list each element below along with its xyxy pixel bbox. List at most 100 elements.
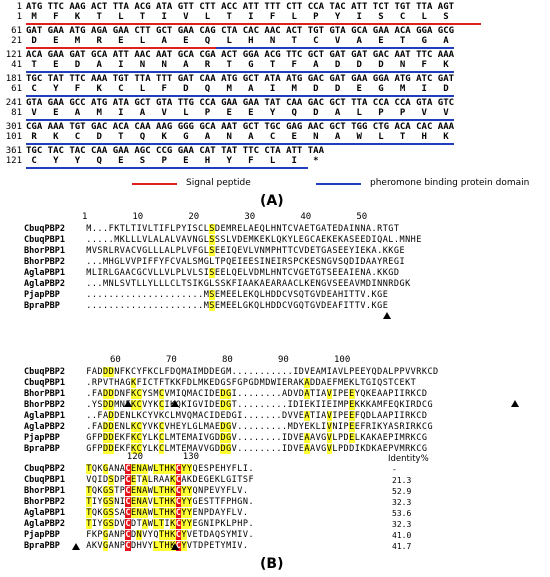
alignment-row: AglaPBP2 TIYGSDVCDTAWLTIKCYYEGNIPKLPHP. 32…	[24, 519, 411, 529]
nucleotide-position: 181	[5, 74, 22, 84]
identity-value: -	[392, 465, 397, 474]
nucleotide-row: 121 ACA GAA GAT GCA ATT AAC AAT GCA CGA A…	[0, 51, 454, 60]
alignment-row: AglaPBP1 ..FADDENLKCYVKCLMVQMACIDEDGI....…	[24, 411, 427, 421]
amino-acid-sequence: D E M R E L A E Q L H N T C V A E T G A	[26, 36, 449, 46]
aligned-sequence: ..FADDENLKCYVKCLMVQMACIDEDGI.......DVVEA…	[86, 411, 427, 421]
identity-value: 32.3	[392, 498, 412, 507]
sequence-name: PjapPBP	[24, 530, 60, 540]
aligned-sequence: TQKGANACENAWLTHKCYYQESPEHYFLI.	[86, 464, 254, 474]
sequence-name: BhorPBP1	[24, 486, 65, 496]
sequence-name: CbuqPBP2	[24, 367, 65, 377]
aligned-sequence: TQKGSTPCENAWLTHKCYYQNPEVYFLV.	[86, 486, 248, 496]
domain-underline	[26, 95, 455, 97]
alignment-row: AglaPBP2 ...MNLSVTLLYLLLCLTSIKGLSSKFIAAKA…	[24, 279, 410, 289]
amino-acid-position: 41	[11, 60, 22, 70]
aligned-sequence: TQKGSSACENAWLTHKCYYENPDAYFLV.	[86, 508, 248, 518]
conserved-cysteine-marker-icon	[171, 400, 179, 407]
sequence-name: CbuqPBP1	[24, 475, 65, 485]
nucleotide-position: 361	[5, 146, 22, 156]
aligned-sequence: GFPDDEKFKCYLKCLMTEMAIVGDDGV........IDVEA…	[86, 433, 427, 443]
ruler-position-label: 20	[188, 212, 200, 222]
signal-peptide-underline	[26, 23, 482, 25]
ruler-position-label: 70	[166, 355, 177, 365]
alignment-row: CbuqPBP2 TQKGANACENAWLTHKCYYQESPEHYFLI. -	[24, 464, 397, 474]
amino-acid-position: 101	[5, 132, 22, 142]
ruler-position-label: 10	[132, 212, 144, 222]
sequence-name: CbuqPBP2	[24, 224, 65, 234]
panel-b-label: (B)	[260, 556, 284, 572]
aligned-sequence: FADDDNFKCYFKCLFDQMAIMDDEGM...........IDV…	[86, 367, 439, 377]
alignment-row: BhorPBP1 MVSRLRVACVGLLLALPLVFGLSEEIQEVLVN…	[24, 246, 405, 256]
identity-value: 52.9	[392, 487, 412, 496]
nucleotide-position: 301	[5, 122, 22, 132]
nucleotide-row: 241 GTA GAA GCC ATG ATA GCT GTA TTG CCA G…	[0, 99, 454, 108]
signal-peptide-underline	[26, 47, 216, 49]
aligned-sequence: VQIDSDPCETALRAAKCAKDEGEKLGITSF	[86, 475, 254, 485]
ruler-position-label: 1	[82, 212, 88, 222]
aligned-sequence: TIYGSNICENAVLTHKCYYGESTTFPHGN.	[86, 497, 254, 507]
sequence-name: AglaPBP2	[24, 279, 65, 289]
amino-acid-row: 41 T E D A I N N A R T G T F A D D D N F…	[0, 60, 449, 70]
conserved-cysteine-marker-icon	[124, 400, 132, 407]
amino-acid-position: 81	[11, 108, 22, 118]
amino-acid-position: 21	[11, 36, 22, 46]
sequence-name: BhorPBP2	[24, 497, 65, 507]
sequence-name: BpraPBP	[24, 444, 60, 454]
alignment-row: AglaPBP2 .FADDENLKCYVKCVHEYLGLMAEDGV.....…	[24, 422, 433, 432]
alignment-row: BhorPBP2 .YSDDMNFKCVYKCIKQKIGVIDEDGT.....…	[24, 400, 433, 410]
conserved-cysteine-marker-icon	[511, 400, 519, 407]
nucleotide-sequence: GAT GAA ATG AGA GAA CTT GCT GAA CAG CTA …	[26, 26, 455, 36]
sequence-name: CbuqPBP2	[24, 464, 65, 474]
amino-acid-sequence: V E A M I A V L P E E Y Q D A L P P V V	[26, 108, 449, 118]
aligned-sequence: .RPVTHAGKFICTFTKKFDLMKEDGSFGPGDMDWIERAKA…	[86, 378, 416, 388]
sequence-name: BhorPBP1	[24, 389, 65, 399]
alignment-row: BhorPBP2 ...MHGLVVPIFFYFCVALSMGLTPQEIEESI…	[24, 257, 405, 267]
amino-acid-sequence: T E D A I N N A R T G T F A D D D N F K	[26, 60, 449, 70]
amino-acid-row: 81 V E A M I A V L P E E Y Q D A L P P V…	[0, 108, 449, 118]
nucleotide-sequence: GTA GAA GCC ATG ATA GCT GTA TTG CCA GAA …	[26, 98, 455, 108]
alignment-row: CbuqPBP2 FADDDNFKCYFKCLFDQMAIMDDEGM......…	[24, 367, 438, 377]
sequence-name: PjapPBP	[24, 290, 60, 300]
nucleotide-sequence: ATG TTC AAG ACT TTA ACG ATA GTT CTT ACC …	[26, 2, 455, 12]
sequence-name: AglaPBP1	[24, 508, 65, 518]
identity-value: 21.3	[392, 476, 412, 485]
nucleotide-position: 121	[5, 50, 22, 60]
conserved-cysteine-marker-icon	[171, 543, 179, 550]
nucleotide-sequence: ACA GAA GAT GCA ATT AAC AAT GCA CGA ACT …	[26, 50, 455, 60]
ruler-position-label: 50	[356, 212, 368, 222]
identity-value: 41.0	[392, 531, 412, 540]
aligned-sequence: .....................MSEMEELGKQLHDDCVGQT…	[86, 301, 388, 311]
amino-acid-sequence: C Y Y Q E S P E H Y F L I *	[26, 156, 319, 166]
signal-peptide-legend-label: Signal peptide	[186, 178, 251, 188]
nucleotide-sequence: CGA AAA TGT GAC ACA CAA AAG GGG GCA AAT …	[26, 122, 455, 132]
aligned-sequence: .....................MSEMEELEKQLHDDCVSQT…	[86, 290, 388, 300]
ruler-position-label: 130	[182, 452, 200, 462]
aligned-sequence: .FADDENLKCYVKCVHEYLGLMAEDGV.........MDYE…	[86, 422, 433, 432]
domain-underline	[26, 143, 455, 145]
alignment-row: BhorPBP1 TQKGSTPCENAWLTHKCYYQNPEVYFLV. 52.…	[24, 486, 411, 496]
nucleotide-row: 361 TGC TAC TAC CAA GAA AGC CCG GAA CAT T…	[0, 147, 324, 156]
sequence-name: PjapPBP	[24, 433, 60, 443]
alignment-row: AglaPBP1 TQKGSSACENAWLTHKCYYENPDAYFLV. 53.…	[24, 508, 411, 518]
aligned-sequence: .YSDDMNFKCVYKCIKQKIGVIDEDGT.........IDIE…	[86, 400, 433, 410]
domain-legend-label: pheromone binding protein domain	[370, 178, 530, 188]
domain-underline	[26, 119, 455, 121]
domain-underline	[26, 167, 308, 169]
panel-a-sequence: 1 ATG TTC AAG ACT TTA ACG ATA GTT CTT ACC…	[0, 0, 550, 210]
amino-acid-row: 61 C Y F K C L F D Q M A I M D D E G M I…	[0, 84, 448, 94]
conserved-cysteine-marker-icon	[383, 312, 391, 319]
nucleotide-row: 181 TGC TAT TTC AAA TGT TTA TTT GAT CAA A…	[0, 75, 454, 84]
identity-value: 32.3	[392, 520, 412, 529]
alignment-row: BpraPBP .....................MSEMEELGKQLH…	[24, 301, 388, 311]
conserved-cysteine-marker-icon	[72, 543, 80, 550]
alignment-row: PjapPBP .....................MSEMEELEKQLH…	[24, 290, 388, 300]
aligned-sequence: TIYGSDVCDTAWLTIKCYYEGNIPKLPHP.	[86, 519, 254, 529]
alignment-row: PjapPBP FKPGANPCDNVYQTHKCYVETDAQSYMIV. 41.…	[24, 530, 411, 540]
amino-acid-position: 1	[16, 12, 22, 22]
sequence-name: AglaPBP2	[24, 422, 65, 432]
ruler-position-label: 40	[300, 212, 312, 222]
aligned-sequence: .FADDDNFKCYSMCVMIQMACIDEDGI........ADVDA…	[86, 389, 427, 399]
amino-acid-position: 61	[11, 84, 22, 94]
identity-header: Identity%	[388, 454, 429, 464]
sequence-name: BpraPBP	[24, 541, 60, 551]
